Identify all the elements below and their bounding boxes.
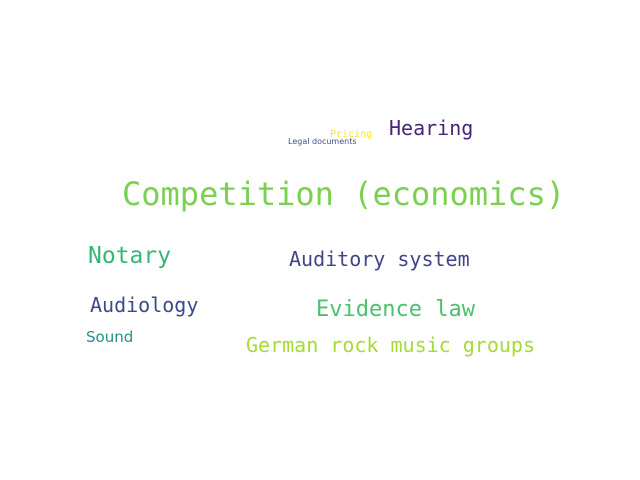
word-pricing: Pricing xyxy=(330,129,373,140)
word-sound: Sound xyxy=(86,328,134,346)
word-audiology: Audiology xyxy=(90,293,199,317)
word-competition-economics: Competition (economics) xyxy=(122,175,566,213)
word-notary: Notary xyxy=(88,243,172,269)
word-evidence-law: Evidence law xyxy=(316,297,475,322)
word-german-rock-music-groups: German rock music groups xyxy=(246,333,535,357)
word-legal-documents: Legal documents xyxy=(288,137,357,146)
word-auditory-system: Auditory system xyxy=(289,247,470,271)
word-hearing: Hearing xyxy=(389,116,474,140)
